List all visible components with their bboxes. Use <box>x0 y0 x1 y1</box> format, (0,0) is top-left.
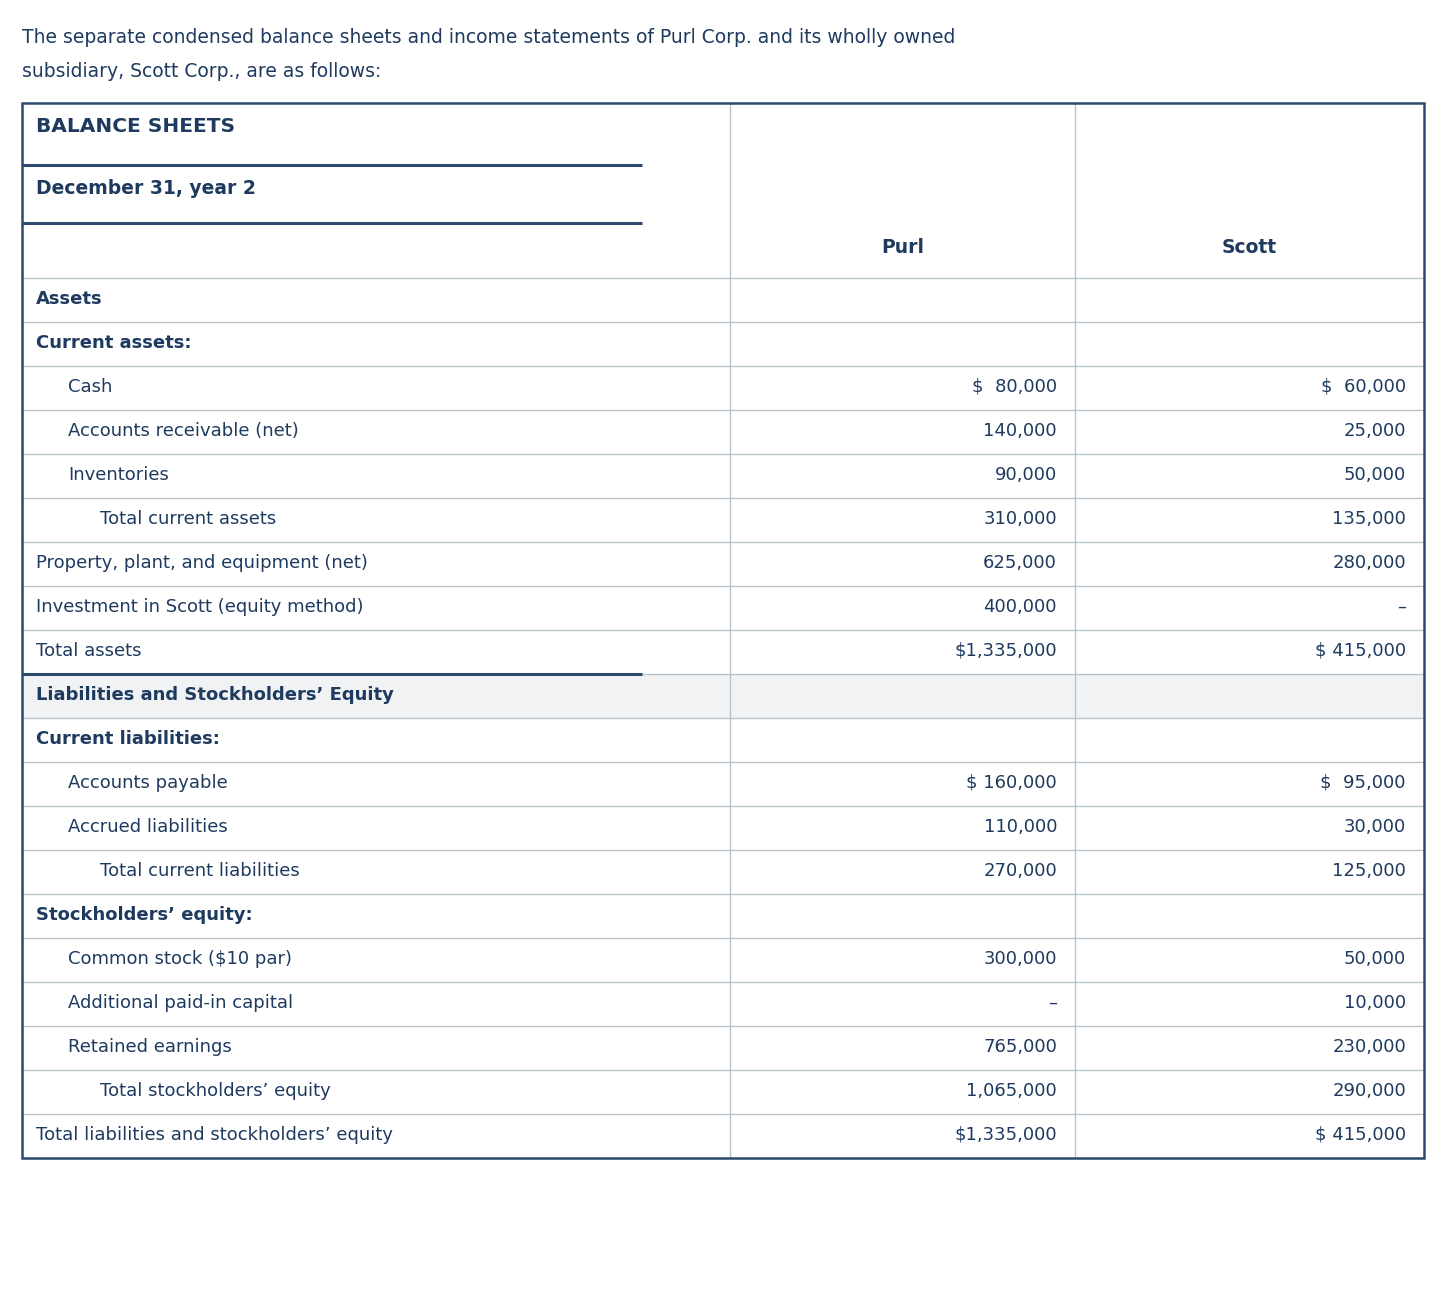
Text: The separate condensed balance sheets and income statements of Purl Corp. and it: The separate condensed balance sheets an… <box>22 28 956 47</box>
Text: 1,065,000: 1,065,000 <box>966 1081 1057 1099</box>
Bar <box>22 453 1424 497</box>
Bar <box>22 497 1424 543</box>
Text: 280,000: 280,000 <box>1332 554 1406 572</box>
Text: Total liabilities and stockholders’ equity: Total liabilities and stockholders’ equi… <box>36 1127 393 1143</box>
Bar <box>22 894 1424 938</box>
Text: Assets: Assets <box>36 289 103 307</box>
Bar <box>22 410 1424 453</box>
Text: Current assets:: Current assets: <box>36 335 191 351</box>
Text: Stockholders’ equity:: Stockholders’ equity: <box>36 906 253 924</box>
Text: 310,000: 310,000 <box>983 510 1057 528</box>
Text: $  60,000: $ 60,000 <box>1320 379 1406 397</box>
Text: subsidiary, Scott Corp., are as follows:: subsidiary, Scott Corp., are as follows: <box>22 62 382 81</box>
Text: 135,000: 135,000 <box>1332 510 1406 528</box>
Text: Property, plant, and equipment (net): Property, plant, and equipment (net) <box>36 554 367 572</box>
Text: 50,000: 50,000 <box>1343 466 1406 484</box>
Text: BALANCE SHEETS: BALANCE SHEETS <box>36 118 236 136</box>
Text: Scott: Scott <box>1222 238 1277 257</box>
Text: 400,000: 400,000 <box>983 598 1057 616</box>
Text: $  95,000: $ 95,000 <box>1320 774 1406 792</box>
Bar <box>22 850 1424 894</box>
Text: 10,000: 10,000 <box>1343 994 1406 1012</box>
Bar <box>22 1114 1424 1158</box>
Text: Current liabilities:: Current liabilities: <box>36 730 220 748</box>
Bar <box>22 1026 1424 1070</box>
Bar <box>22 543 1424 587</box>
Text: Inventories: Inventories <box>68 466 169 484</box>
Text: Common stock ($10 par): Common stock ($10 par) <box>68 950 292 968</box>
Text: Accrued liabilities: Accrued liabilities <box>68 818 228 836</box>
Text: $ 160,000: $ 160,000 <box>966 774 1057 792</box>
Bar <box>22 322 1424 366</box>
Bar <box>22 103 1424 1158</box>
Text: Accounts payable: Accounts payable <box>68 774 228 792</box>
Text: 110,000: 110,000 <box>983 818 1057 836</box>
Text: –: – <box>1048 994 1057 1012</box>
Text: 230,000: 230,000 <box>1332 1037 1406 1056</box>
Text: 125,000: 125,000 <box>1332 862 1406 880</box>
Text: 25,000: 25,000 <box>1343 422 1406 441</box>
Text: 300,000: 300,000 <box>983 950 1057 968</box>
Text: $  80,000: $ 80,000 <box>972 379 1057 397</box>
Text: Total current liabilities: Total current liabilities <box>100 862 299 880</box>
Text: 90,000: 90,000 <box>995 466 1057 484</box>
Bar <box>22 224 1424 278</box>
Text: –: – <box>1397 598 1406 616</box>
Text: Liabilities and Stockholders’ Equity: Liabilities and Stockholders’ Equity <box>36 686 393 704</box>
Text: Investment in Scott (equity method): Investment in Scott (equity method) <box>36 598 363 616</box>
Text: Cash: Cash <box>68 379 113 397</box>
Text: 30,000: 30,000 <box>1343 818 1406 836</box>
Text: $ 415,000: $ 415,000 <box>1314 642 1406 660</box>
Text: Purl: Purl <box>881 238 924 257</box>
Text: Total current assets: Total current assets <box>100 510 276 528</box>
Text: Total assets: Total assets <box>36 642 142 660</box>
Text: 270,000: 270,000 <box>983 862 1057 880</box>
Bar <box>22 587 1424 630</box>
Text: 290,000: 290,000 <box>1332 1081 1406 1099</box>
Text: 765,000: 765,000 <box>983 1037 1057 1056</box>
Text: $ 415,000: $ 415,000 <box>1314 1127 1406 1143</box>
Bar <box>22 278 1424 322</box>
Text: 140,000: 140,000 <box>983 422 1057 441</box>
Bar <box>22 1070 1424 1114</box>
Bar <box>22 982 1424 1026</box>
Text: Additional paid-in capital: Additional paid-in capital <box>68 994 294 1012</box>
Text: Retained earnings: Retained earnings <box>68 1037 231 1056</box>
Text: Accounts receivable (net): Accounts receivable (net) <box>68 422 299 441</box>
Bar <box>22 718 1424 762</box>
Text: $1,335,000: $1,335,000 <box>954 1127 1057 1143</box>
Bar <box>22 630 1424 674</box>
Text: 50,000: 50,000 <box>1343 950 1406 968</box>
Bar <box>22 762 1424 806</box>
Text: 625,000: 625,000 <box>983 554 1057 572</box>
Bar <box>22 938 1424 982</box>
Bar <box>22 103 1424 165</box>
Text: Total stockholders’ equity: Total stockholders’ equity <box>100 1081 331 1099</box>
Bar <box>22 366 1424 410</box>
Bar <box>22 165 1424 224</box>
Bar <box>22 806 1424 850</box>
Bar <box>22 674 1424 718</box>
Text: December 31, year 2: December 31, year 2 <box>36 180 256 198</box>
Text: $1,335,000: $1,335,000 <box>954 642 1057 660</box>
